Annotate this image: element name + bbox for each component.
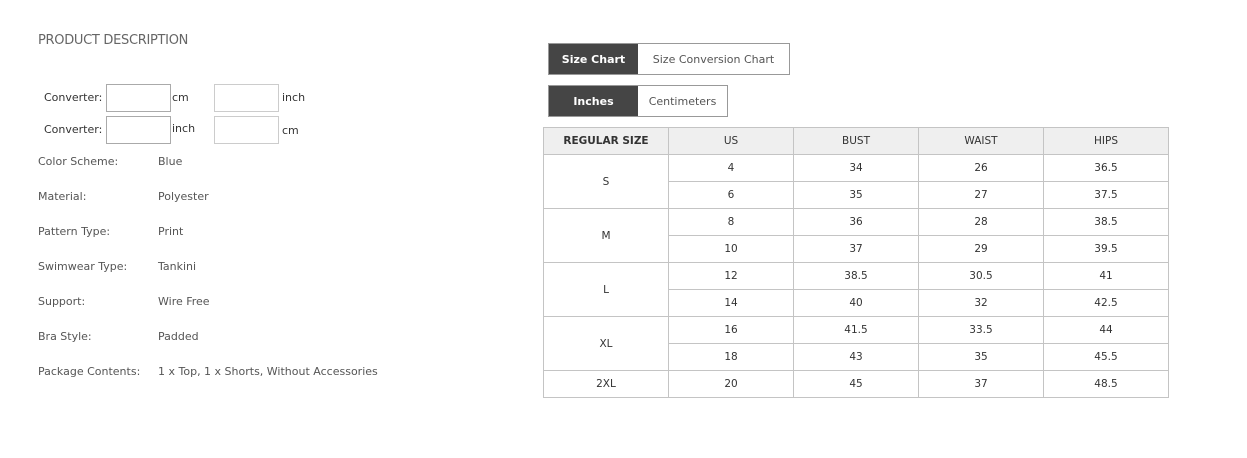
unit-label: cm	[172, 91, 189, 104]
header-waist: WAIST	[918, 127, 1044, 155]
measurement-cell: 37	[918, 370, 1044, 398]
attribute-label: Swimwear Type:	[38, 260, 128, 273]
measurement-cell: 41.5	[793, 316, 919, 344]
measurement-cell: 45	[793, 370, 919, 398]
measurement-cell: 36	[793, 208, 919, 236]
measurement-cell: 32	[918, 289, 1044, 317]
measurement-cell: 29	[918, 235, 1044, 263]
table-row: M 8 36 28 38.5	[543, 208, 1169, 263]
attribute-value: Print	[158, 225, 184, 238]
measurement-cell: 33.5	[918, 316, 1044, 344]
measurement-cell: 27	[918, 181, 1044, 209]
measurement-cell: 38.5	[1043, 208, 1169, 236]
measurement-cell: 20	[668, 370, 794, 398]
header-hips: HIPS	[1043, 127, 1169, 155]
measurement-cell: 38.5	[793, 262, 919, 290]
measurement-cell: 16	[668, 316, 794, 344]
table-row: 14 40 32 42.5	[544, 289, 1169, 317]
attribute-label: Color Scheme:	[38, 155, 119, 168]
size-cell: M	[543, 208, 669, 263]
measurement-cell: 4	[668, 154, 794, 182]
attribute-value: Tankini	[158, 260, 197, 273]
table-row: XL 16 41.5 33.5 44	[543, 316, 1169, 371]
converter-label: Converter:	[44, 122, 103, 136]
measurement-cell: 18	[668, 343, 794, 371]
measurement-cell: 39.5	[1043, 235, 1169, 263]
attribute-value: Polyester	[158, 190, 209, 203]
inch-input[interactable]	[106, 116, 171, 144]
header-bust: BUST	[793, 127, 919, 155]
measurement-cell: 44	[1043, 316, 1169, 344]
measurement-cell: 45.5	[1043, 343, 1169, 371]
measurement-cell: 30.5	[918, 262, 1044, 290]
measurement-cell: 40	[793, 289, 919, 317]
header-us: US	[668, 127, 794, 155]
measurement-cell: 14	[668, 289, 794, 317]
size-cell: S	[543, 154, 669, 209]
cm-input[interactable]	[106, 84, 171, 112]
cm-output[interactable]	[214, 116, 279, 144]
unit-label: inch	[172, 122, 196, 135]
size-cell: 2XL	[543, 370, 669, 398]
section-title: PRODUCT DESCRIPTION	[38, 33, 189, 48]
measurement-cell: 35	[918, 343, 1044, 371]
size-table: REGULAR SIZE US BUST WAIST HIPS S 4 34 26 36…	[543, 127, 1169, 398]
inch-output[interactable]	[214, 84, 279, 112]
measurement-cell: 12	[668, 262, 794, 290]
attribute-label: Support:	[38, 295, 86, 308]
measurement-cell: 41	[1043, 262, 1169, 290]
measurement-cell: 37	[793, 235, 919, 263]
attribute-value: Blue	[158, 155, 183, 168]
attribute-label: Material:	[38, 190, 87, 203]
measurement-cell: 6	[668, 181, 794, 209]
measurement-cell: 42.5	[1043, 289, 1169, 317]
measurement-cell: 35	[793, 181, 919, 209]
table-row: L 12 38.5 30.5 41	[543, 262, 1169, 317]
table-row: 10 37 29 39.5	[544, 235, 1169, 263]
measurement-cell: 28	[918, 208, 1044, 236]
unit-label: inch	[282, 91, 306, 104]
attribute-label: Package Contents:	[38, 365, 141, 378]
measurement-cell: 37.5	[1043, 181, 1169, 209]
tab-size-chart[interactable]: Size Chart	[549, 44, 638, 74]
unit-label: cm	[282, 124, 299, 137]
tab-size-conversion-chart[interactable]: Size Conversion Chart	[638, 44, 789, 74]
measurement-cell: 43	[793, 343, 919, 371]
measurement-cell: 8	[668, 208, 794, 236]
size-cell: L	[543, 262, 669, 317]
measurement-cell: 48.5	[1043, 370, 1169, 398]
attribute-label: Bra Style:	[38, 330, 92, 343]
table-row: 2XL 20 45 37 48.5	[543, 370, 1169, 398]
measurement-cell: 36.5	[1043, 154, 1169, 182]
attribute-label: Pattern Type:	[38, 225, 111, 238]
table-row: S 4 34 26 36.5	[543, 154, 1169, 209]
attribute-value: Padded	[158, 330, 199, 343]
measurement-cell: 26	[918, 154, 1044, 182]
attribute-value: Wire Free	[158, 295, 210, 308]
tab-inches[interactable]: Inches	[549, 86, 638, 116]
tab-centimeters[interactable]: Centimeters	[638, 86, 727, 116]
measurement-cell: 10	[668, 235, 794, 263]
converter-label: Converter:	[44, 90, 103, 104]
attribute-value: 1 x Top, 1 x Shorts, Without Accessories	[158, 365, 378, 378]
header-regular-size: REGULAR SIZE	[543, 127, 669, 155]
size-cell: XL	[543, 316, 669, 371]
measurement-cell: 34	[793, 154, 919, 182]
